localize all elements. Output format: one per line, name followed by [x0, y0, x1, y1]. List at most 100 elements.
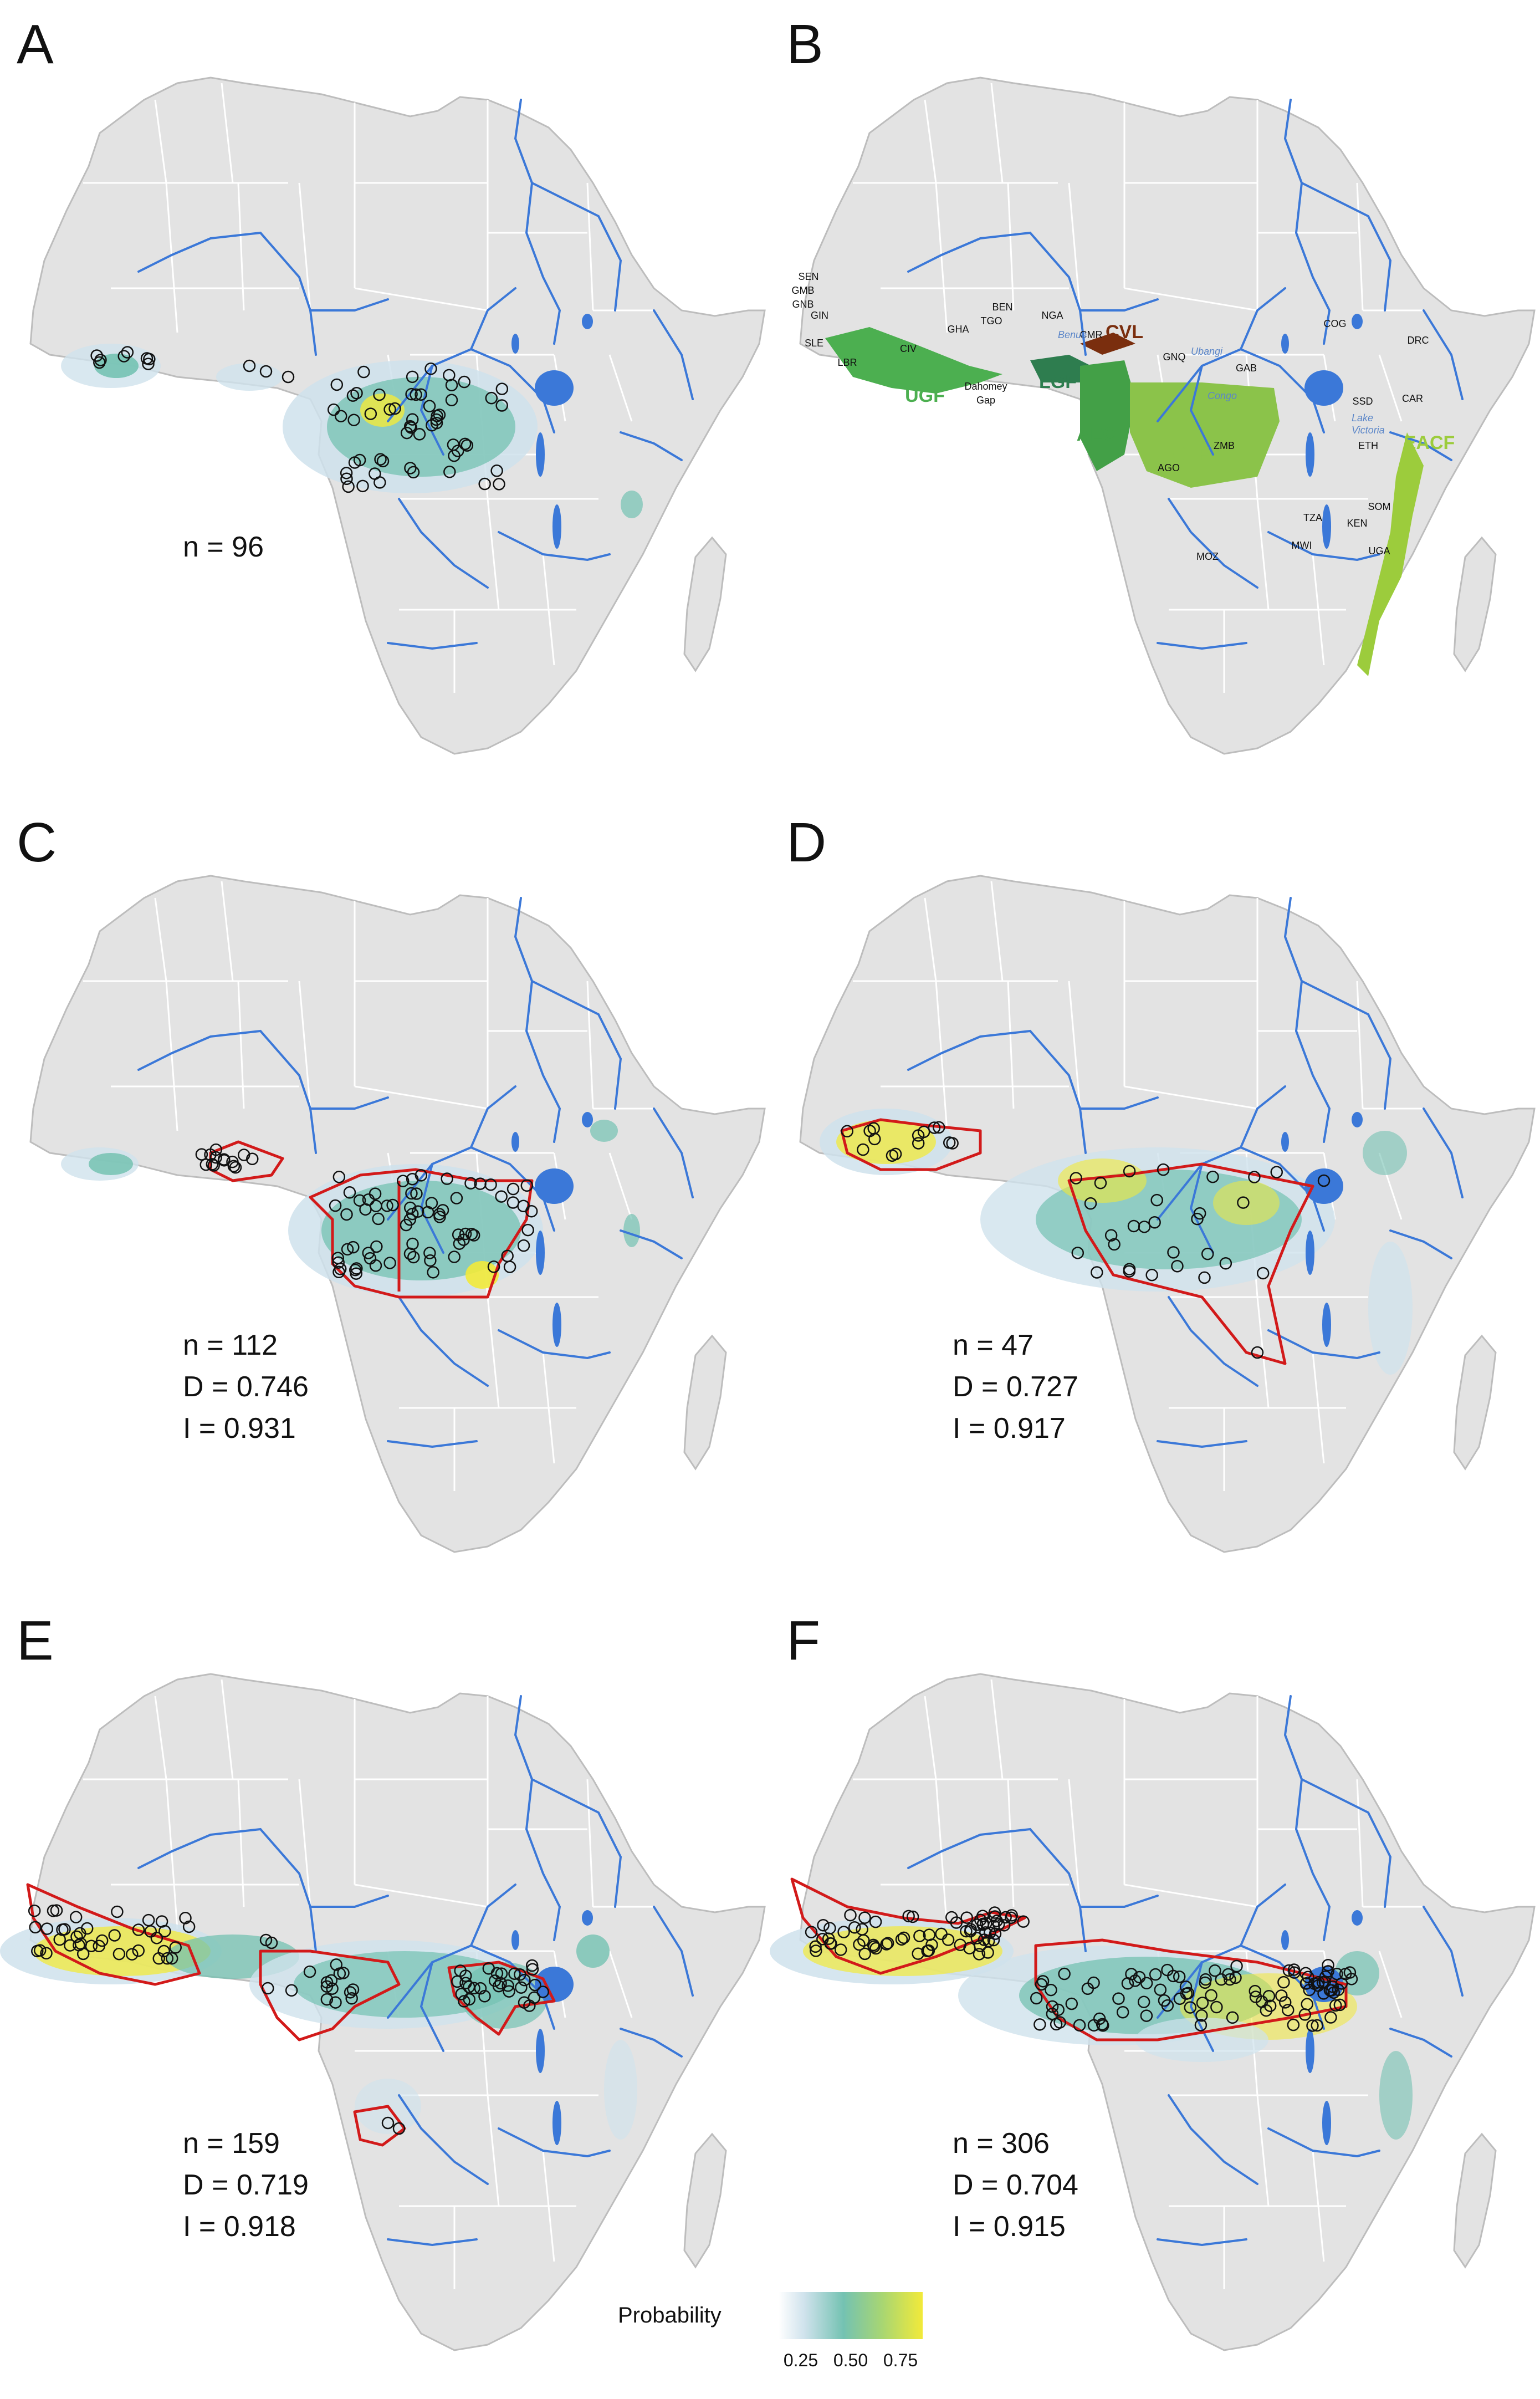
- region-aecf: [1080, 360, 1135, 471]
- region-labels: UGF LGF AECF CLF EACF CVL: [905, 321, 1455, 465]
- country-label: GMB: [791, 285, 814, 296]
- schoener-d: D = 0.727: [953, 1371, 1078, 1403]
- panel-b: SEN GMB GNB GIN SLE LBR CIV GHA TGO BEN NGA CMR GNQ G…: [770, 0, 1539, 776]
- range-outline: [790, 1877, 1026, 1975]
- panel-c: C n = 112 D = 0.746 I = 0.931: [0, 798, 770, 1574]
- panel-letter: C: [17, 811, 57, 874]
- hellinger-i: I = 0.917: [953, 1412, 1066, 1444]
- region-lgf: [1030, 355, 1091, 382]
- panel-stats: n = 112 D = 0.746 I = 0.931: [183, 1325, 309, 1449]
- lakes: [1281, 314, 1363, 549]
- region-ugf: [825, 327, 1002, 394]
- legend-colorbar: [779, 2292, 923, 2339]
- region-label: AECF: [1077, 424, 1128, 445]
- schoener-d: D = 0.704: [953, 2169, 1078, 2201]
- region-label: CVL: [1106, 321, 1143, 343]
- river-label: Ubangi: [1191, 346, 1223, 357]
- lake-label: Victoria: [1352, 425, 1385, 436]
- africa-map: [770, 1673, 1536, 2351]
- probability-surface: [0, 1918, 637, 2140]
- range-outline: [1067, 1162, 1314, 1365]
- country-label: KEN: [1347, 518, 1367, 529]
- country-label: GNB: [792, 299, 814, 310]
- hellinger-i: I = 0.915: [953, 2211, 1066, 2243]
- occurrence-points: [90, 346, 509, 493]
- rivers: [907, 1695, 1464, 2247]
- sample-size: n = 306: [953, 2127, 1050, 2160]
- rivers: [137, 99, 694, 650]
- dahomey-gap-label: Dahomey: [964, 381, 1007, 392]
- legend-tick: 0.25: [783, 2350, 818, 2370]
- panel-letter: F: [786, 1610, 821, 1672]
- country-label: SOM: [1368, 501, 1390, 512]
- range-outline: [353, 2105, 406, 2147]
- schoener-d: D = 0.719: [183, 2169, 309, 2201]
- range-outline: [26, 1883, 201, 1986]
- sample-size: n = 96: [183, 531, 264, 563]
- lakes: [511, 1112, 593, 1347]
- region-label: CLF: [1173, 443, 1209, 465]
- rivers: [907, 99, 1464, 650]
- panel-stats: n = 159 D = 0.719 I = 0.918: [183, 2123, 309, 2248]
- country-label: GNQ: [1163, 351, 1185, 363]
- country-borders: [853, 1679, 1424, 2289]
- country-label: GIN: [811, 310, 828, 321]
- sample-size: n = 112: [183, 1329, 278, 1361]
- country-label: COG: [1323, 318, 1346, 329]
- range-outline: [840, 1118, 982, 1171]
- panel-stats: n = 47 D = 0.727 I = 0.917: [953, 1325, 1078, 1449]
- occurrence-points: [195, 1143, 538, 1280]
- country-label: SEN: [798, 271, 818, 282]
- africa-map: [29, 76, 766, 755]
- dahomey-gap-label: Gap: [976, 395, 995, 406]
- region-cvl: [1080, 333, 1135, 355]
- range-outline: [259, 1949, 401, 2041]
- country-label: SLE: [805, 338, 823, 349]
- country-label: GAB: [1236, 363, 1257, 374]
- panel-letter: E: [17, 1610, 54, 1672]
- panel-stats: n = 96: [183, 527, 264, 568]
- country-label: MWI: [1292, 540, 1312, 551]
- panel-d: D n = 47 D = 0.727 I = 0.917: [770, 798, 1539, 1574]
- lake-label: Lake: [1352, 412, 1373, 423]
- country-label: ETH: [1358, 440, 1378, 451]
- country-label: TZA: [1303, 512, 1322, 523]
- panel-letter: A: [17, 13, 54, 75]
- panel-stats: n = 306 D = 0.704 I = 0.915: [953, 2123, 1078, 2248]
- country-label: CIV: [900, 343, 917, 354]
- region-label: UGF: [905, 385, 945, 406]
- lakes: [511, 314, 593, 549]
- country-label: SSD: [1352, 396, 1373, 407]
- occurrence-points: [805, 1906, 1358, 2032]
- country-label: AGO: [1158, 462, 1180, 473]
- country-label: BEN: [992, 302, 1012, 313]
- river-label: Benue: [1058, 329, 1087, 340]
- panel-a: A n = 96: [0, 0, 770, 776]
- hellinger-i: I = 0.918: [183, 2211, 296, 2243]
- panel-e: E n = 159 D = 0.719 I = 0.918: [0, 1596, 770, 2372]
- country-label: GHA: [947, 324, 969, 335]
- probability-surface: [61, 344, 643, 518]
- rivers: [137, 1695, 694, 2247]
- africa-map: [799, 875, 1536, 1553]
- region-clf: [1130, 382, 1280, 488]
- rivers: [907, 897, 1464, 1448]
- sample-size: n = 159: [183, 2127, 280, 2160]
- river-label: Congo: [1208, 390, 1237, 401]
- region-label: LGF: [1039, 371, 1077, 392]
- lakes: [511, 1910, 593, 2145]
- country-label: LBR: [837, 357, 857, 368]
- country-label: UGA: [1368, 545, 1390, 557]
- legend-tick: 0.75: [883, 2350, 918, 2370]
- country-label: NGA: [1041, 310, 1063, 321]
- rivers: [137, 897, 694, 1448]
- country-label: ZMB: [1214, 440, 1235, 451]
- country-label: TGO: [981, 315, 1002, 326]
- probability-legend: Probability 0.25 0.50 0.75: [618, 2292, 928, 2370]
- country-label: MOZ: [1196, 551, 1219, 562]
- hellinger-i: I = 0.931: [183, 1412, 296, 1444]
- africa-map: [0, 1673, 766, 2351]
